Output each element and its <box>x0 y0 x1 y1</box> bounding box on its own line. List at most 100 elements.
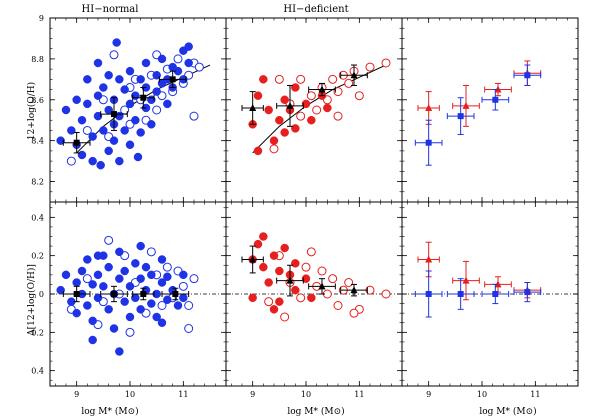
x-axis-title-right: log M* (M⊙) <box>479 406 536 417</box>
normal-filled-point <box>104 70 113 80</box>
normal-open-point <box>109 50 119 60</box>
normal-filled-point <box>152 87 161 96</box>
binned-errorbar <box>241 245 264 274</box>
x-tick-label: 9 <box>74 390 79 399</box>
compare-normal-errorbar <box>481 283 510 305</box>
deficient-filled-point <box>248 293 257 303</box>
y-tick-label: 0.2 <box>31 252 44 261</box>
normal-filled-point <box>96 160 105 170</box>
normal-filled-point <box>93 58 103 68</box>
binned-errorbar <box>132 87 155 109</box>
binned-triangle-marker <box>350 71 358 79</box>
x-tick-label: 10 <box>477 390 487 399</box>
compare-normal-errorbar <box>446 97 475 136</box>
normal-filled-point <box>115 75 124 84</box>
binned-triangle-marker <box>286 101 294 109</box>
normal-filled-point <box>125 140 135 150</box>
deficient-open-point <box>365 62 375 72</box>
deficient-filled-point <box>323 103 332 113</box>
binned-triangle-marker <box>318 85 326 93</box>
normal-open-point <box>178 281 188 291</box>
panel-frame <box>49 17 227 203</box>
deficient-filled-point <box>264 278 273 287</box>
normal-open-point <box>125 327 135 337</box>
panel-top-hi-normal: 8.2 8.4 8.6 8.8 9 <box>31 14 227 203</box>
normal-filled-point <box>56 285 65 295</box>
normal-filled-point <box>109 136 119 145</box>
normal-filled-point <box>93 293 103 303</box>
normal-filled-point <box>184 42 193 51</box>
deficient-filled-point <box>280 243 289 253</box>
normal-filled-point <box>83 75 92 84</box>
panel-bottom-hi-deficient: 9 10 11 <box>225 201 403 399</box>
deficient-open-point <box>344 78 354 88</box>
normal-filled-point <box>163 272 172 281</box>
normal-filled-point <box>115 247 124 257</box>
deficient-filled-point <box>291 83 300 92</box>
normal-open-point <box>162 262 172 272</box>
deficient-filled-point <box>280 95 289 105</box>
y-tick-label: 0 <box>39 290 44 299</box>
normal-open-point <box>104 235 114 245</box>
normal-filled-point <box>179 270 188 280</box>
normal-filled-point <box>61 105 71 115</box>
deficient-filled-point <box>269 251 279 260</box>
binned-errorbar <box>308 82 336 97</box>
binned-errorbar <box>161 287 190 301</box>
normal-filled-point <box>152 70 161 80</box>
binned-errorbar <box>62 285 91 303</box>
x-axis-title-middle: log M* (M⊙) <box>287 406 344 417</box>
normal-filled-point <box>163 295 172 304</box>
binned-errorbar <box>276 84 304 127</box>
compare-normal-square-marker <box>457 291 464 297</box>
binned-square-marker <box>73 139 80 146</box>
compare-deficient-triangle-marker <box>425 255 433 263</box>
deficient-filled-point <box>253 239 263 249</box>
deficient-filled-point <box>307 115 316 125</box>
normal-filled-point <box>131 259 140 268</box>
x-tick-label: 11 <box>178 390 188 399</box>
y-axis-title-bottom: Δ[12+log(O/H)] <box>26 264 37 336</box>
binned-triangle-marker <box>286 276 294 284</box>
binned-triangle-marker <box>350 286 358 294</box>
deficient-open-point <box>274 74 284 84</box>
deficient-filled-point <box>275 297 284 306</box>
deficient-open-point <box>296 111 306 121</box>
deficient-filled-point <box>269 305 279 314</box>
deficient-open-point <box>354 91 364 101</box>
compare-normal-errorbar <box>414 270 443 318</box>
panel-content <box>414 60 542 166</box>
compare-normal-square-marker <box>425 291 432 297</box>
panel-content <box>241 58 391 156</box>
normal-filled-point <box>179 293 188 303</box>
normal-filled-point <box>125 99 135 109</box>
binned-errorbar <box>276 264 304 297</box>
normal-filled-point <box>61 270 71 280</box>
binned-errorbar <box>158 70 187 89</box>
deficient-filled-point <box>253 91 263 100</box>
deficient-open-point <box>306 91 316 101</box>
normal-filled-point <box>67 126 76 135</box>
binned-square-marker <box>111 291 117 297</box>
normal-filled-point <box>157 54 167 64</box>
deficient-open-point <box>333 301 343 310</box>
x-tick-label: 10 <box>125 390 135 399</box>
deficient-open-point <box>381 289 391 299</box>
x-tick-label: 11 <box>530 390 540 399</box>
panel-top-comparison <box>401 17 579 203</box>
compare-deficient-errorbar <box>417 91 440 125</box>
y-tick-label: 0.2 <box>31 328 44 337</box>
normal-filled-point <box>99 83 108 92</box>
normal-filled-point <box>83 99 92 109</box>
normal-filled-point <box>141 262 151 272</box>
normal-open-point <box>194 62 204 72</box>
normal-filled-point <box>83 301 92 310</box>
compare-deficient-errorbar <box>452 84 480 127</box>
normal-open-point <box>184 301 194 310</box>
normal-filled-point <box>77 266 87 276</box>
binned-errorbar <box>340 283 368 297</box>
deficient-open-point <box>333 111 343 121</box>
normal-filled-point <box>88 316 97 326</box>
normal-filled-point <box>77 115 87 125</box>
deficient-filled-point <box>291 285 300 295</box>
